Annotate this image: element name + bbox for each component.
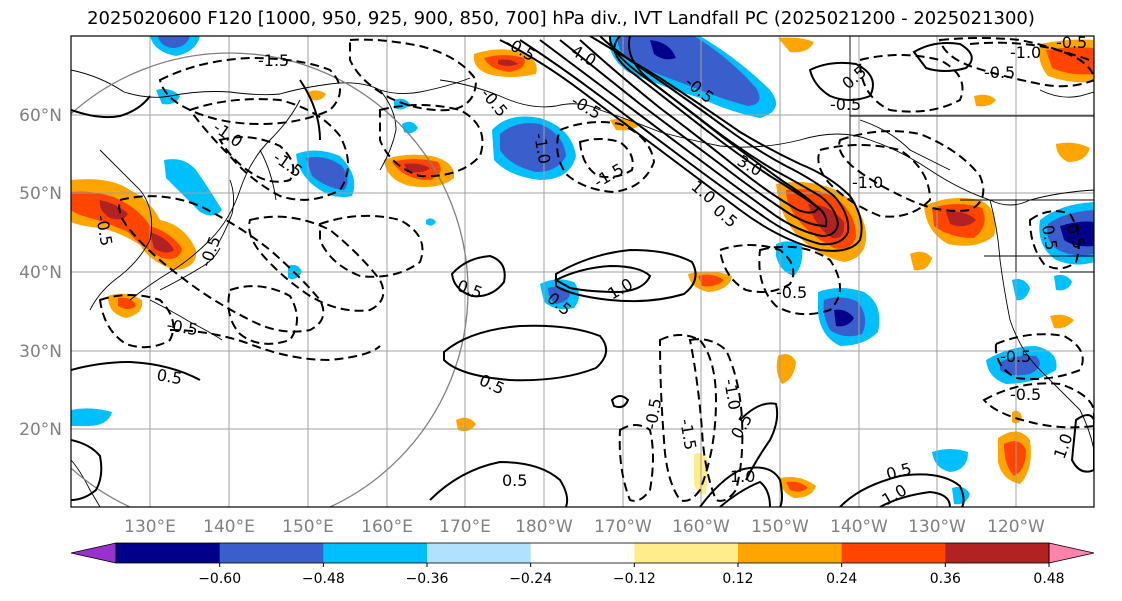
map-title: 2025020600 F120 [1000, 950, 925, 900, 85… (87, 8, 1035, 29)
shade-blob-small-positives (308, 37, 1090, 498)
contour-label: -0.5 (776, 283, 807, 302)
lon-label: 160°W (672, 517, 730, 537)
lat-label: 20°N (19, 420, 62, 440)
lon-label: 160°E (361, 517, 413, 537)
shade-blob-japan-positive (108, 293, 143, 318)
shade-blob-kamchatka-positive (384, 154, 455, 187)
shade-blob-north-negative (150, 36, 777, 118)
lon-label: 130°E (124, 517, 176, 537)
colorbar-segment (427, 543, 532, 563)
colorbar-segment (634, 543, 739, 563)
shade-blob-alaska-gulf-positive (473, 49, 537, 77)
lon-label: 180°W (515, 517, 573, 537)
latitude-labels: 60°N 50°N 40°N 30°N 20°N (19, 106, 62, 440)
contour-label: -1.0 (852, 173, 883, 192)
contour-label: -0.5 (830, 95, 861, 114)
colorbar-tick-label: 0.48 (1033, 571, 1064, 587)
colorbar-tick-label: −0.12 (613, 571, 656, 587)
colorbar-tick-label: −0.24 (509, 571, 552, 587)
colorbar-extend-low (70, 542, 117, 564)
contour-label: 0.5 (155, 365, 183, 388)
colorbar: −0.60 −0.48 −0.36 −0.24 −0.12 0.12 0.24 0.36 0.4… (70, 542, 1095, 587)
colorbar-segments (70, 542, 1095, 564)
shade-blob-bering-negative (492, 116, 576, 180)
map-border (70, 35, 1095, 508)
shade-blob-sea-of-okhotsk-negative (156, 88, 355, 216)
colorbar-segment (738, 543, 843, 563)
lon-label: 170°W (594, 517, 652, 537)
shade-blob-far-east-positive (1039, 39, 1094, 83)
colorbar-tick-label: −0.48 (302, 571, 345, 587)
colorbar-outline (115, 542, 1050, 564)
colorbar-segment (116, 543, 221, 563)
colorbar-ticks: −0.60 −0.48 −0.36 −0.24 −0.12 0.12 0.24 0.36 0.4… (198, 563, 1065, 587)
lat-label: 50°N (19, 184, 62, 204)
map-panel (71, 36, 1094, 507)
contours-positive (71, 36, 1094, 507)
shade-blob-mexico-positive (998, 431, 1031, 484)
colorbar-segment (530, 543, 635, 563)
contour-label: -0.5 (1010, 385, 1041, 404)
contour-label: -1.0 (1010, 43, 1041, 62)
lon-label: 140°E (203, 517, 255, 537)
region-circle (71, 52, 469, 507)
shade-blob-west-pacific-positive (71, 179, 197, 270)
colorbar-tick-label: 0.12 (722, 571, 753, 587)
lon-label: 150°E (282, 517, 334, 537)
shade-blob-california-positive (924, 198, 996, 246)
contour-label: -0.5 (984, 63, 1015, 82)
colorbar-segment (945, 543, 1050, 563)
contour-label: 0.5 (502, 471, 527, 490)
contour-label: 0.5 (1038, 223, 1061, 251)
contour-label: -0.5 (1056, 33, 1087, 52)
lon-label: 120°W (987, 517, 1045, 537)
lat-label: 30°N (19, 342, 62, 362)
colorbar-tick-label: −0.60 (198, 571, 241, 587)
contours-negative (98, 37, 1094, 502)
contour-label: 1.0 (730, 467, 755, 486)
lon-label: 140°W (830, 517, 888, 537)
coastlines (71, 36, 1094, 507)
lon-label: 150°W (751, 517, 809, 537)
colorbar-tick-label: 0.24 (826, 571, 857, 587)
colorbar-extend-high (1048, 542, 1095, 564)
colorbar-segment (323, 543, 428, 563)
lat-label: 60°N (19, 106, 62, 126)
lon-label: 130°W (908, 517, 966, 537)
colorbar-segment (219, 543, 324, 563)
contour-label: -1.5 (258, 51, 289, 70)
graticule (71, 36, 1094, 507)
shading-layer (71, 36, 1094, 505)
colorbar-segment (841, 543, 946, 563)
contour-label: -0.5 (1000, 347, 1031, 366)
colorbar-tick-label: 0.36 (930, 571, 961, 587)
lat-label: 40°N (19, 263, 62, 283)
colorbar-tick-label: −0.36 (406, 571, 449, 587)
longitude-labels: 130°E 140°E 150°E 160°E 170°E 180°W 170°… (124, 517, 1045, 537)
lon-label: 170°E (439, 517, 491, 537)
